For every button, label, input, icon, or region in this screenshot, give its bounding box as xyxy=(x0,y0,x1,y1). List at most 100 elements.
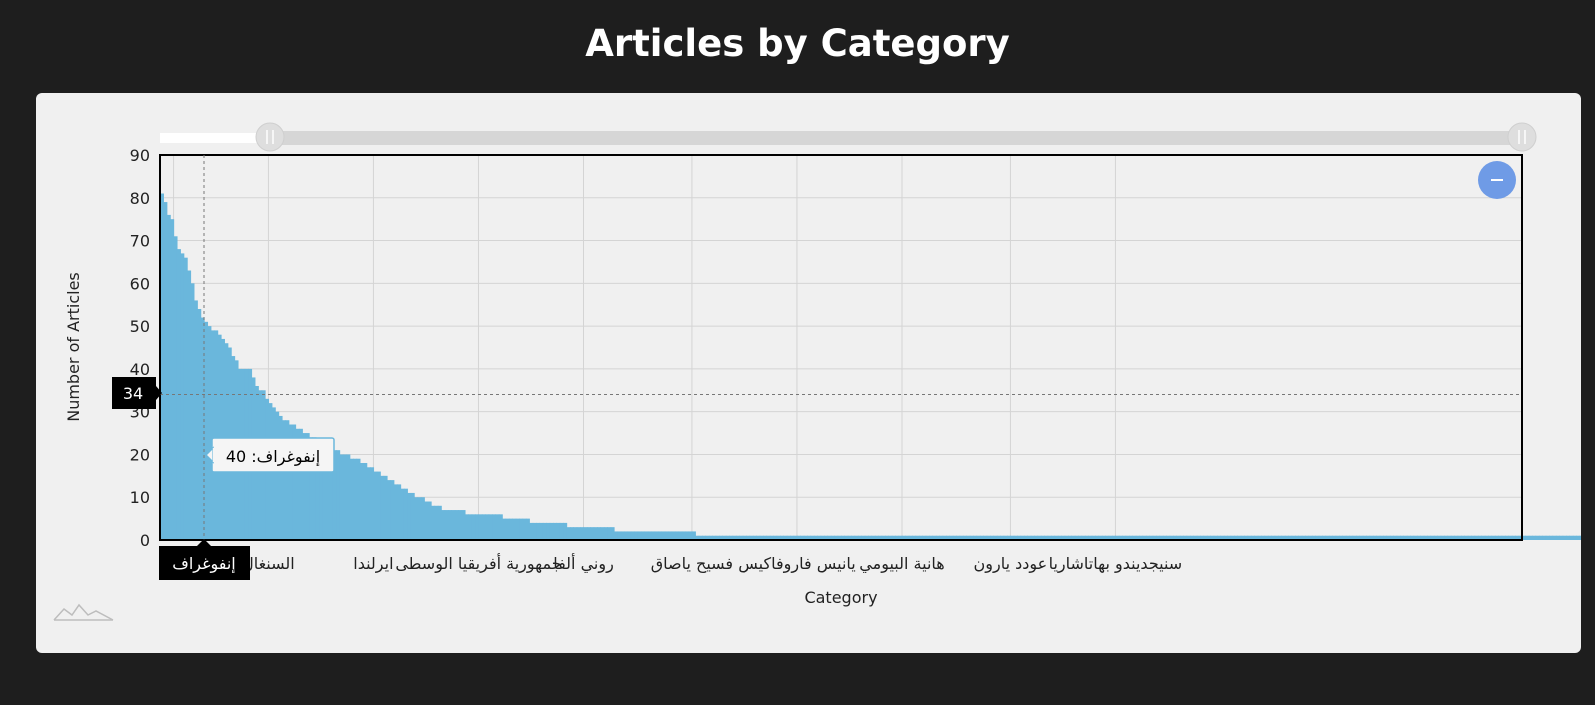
bar[interactable] xyxy=(542,522,547,540)
bar[interactable] xyxy=(1410,535,1415,540)
bar[interactable] xyxy=(505,518,510,540)
bar[interactable] xyxy=(1328,535,1333,540)
bar[interactable] xyxy=(1186,535,1191,540)
bar[interactable] xyxy=(654,531,659,540)
bar[interactable] xyxy=(756,535,761,540)
bar[interactable] xyxy=(1013,535,1018,540)
scroller-thumb[interactable] xyxy=(268,131,1523,145)
bar[interactable] xyxy=(1040,535,1045,540)
bar[interactable] xyxy=(1037,535,1042,540)
bar[interactable] xyxy=(661,531,666,540)
bar[interactable] xyxy=(1369,535,1374,540)
bar[interactable] xyxy=(810,535,815,540)
bar[interactable] xyxy=(949,535,954,540)
bar[interactable] xyxy=(1010,535,1015,540)
bar[interactable] xyxy=(1068,535,1072,540)
bar[interactable] xyxy=(1447,535,1452,540)
bar[interactable] xyxy=(671,531,676,540)
bar[interactable] xyxy=(319,441,324,540)
bar[interactable] xyxy=(1335,535,1340,540)
bar[interactable] xyxy=(370,467,375,540)
bar[interactable] xyxy=(901,535,906,540)
bar[interactable] xyxy=(732,535,737,540)
bar[interactable] xyxy=(1020,535,1025,540)
bar[interactable] xyxy=(285,420,290,540)
bar[interactable] xyxy=(1284,535,1289,540)
bar[interactable] xyxy=(1267,535,1272,540)
bar[interactable] xyxy=(288,424,293,541)
bar[interactable] xyxy=(170,219,175,541)
bar[interactable] xyxy=(1152,535,1157,540)
bar[interactable] xyxy=(363,463,368,540)
bar[interactable] xyxy=(898,535,903,540)
bar[interactable] xyxy=(163,202,168,540)
bar[interactable] xyxy=(1223,535,1228,540)
bar[interactable] xyxy=(1552,535,1557,540)
bar[interactable] xyxy=(1193,535,1198,540)
bar[interactable] xyxy=(627,531,632,540)
bar[interactable] xyxy=(1081,535,1086,540)
bar[interactable] xyxy=(1210,535,1215,540)
bar[interactable] xyxy=(854,535,859,540)
bar[interactable] xyxy=(373,471,378,540)
bar[interactable] xyxy=(678,531,683,540)
bar[interactable] xyxy=(993,535,998,540)
scroller-handle-right[interactable] xyxy=(1507,122,1537,152)
bar[interactable] xyxy=(1308,535,1313,540)
bar[interactable] xyxy=(800,535,805,540)
bar[interactable] xyxy=(1034,535,1039,540)
bar[interactable] xyxy=(790,535,795,540)
bar[interactable] xyxy=(1559,535,1564,540)
bar[interactable] xyxy=(1078,535,1083,540)
bar[interactable] xyxy=(841,535,845,540)
bar[interactable] xyxy=(651,531,656,540)
bar[interactable] xyxy=(349,458,354,540)
bar[interactable] xyxy=(813,535,818,540)
bar[interactable] xyxy=(1220,535,1225,540)
bar[interactable] xyxy=(915,535,920,540)
bar[interactable] xyxy=(986,535,991,540)
bar[interactable] xyxy=(590,527,595,540)
bar[interactable] xyxy=(793,535,798,540)
bar[interactable] xyxy=(681,531,686,540)
bar[interactable] xyxy=(1450,535,1455,540)
bar[interactable] xyxy=(532,522,537,540)
bar[interactable] xyxy=(1494,535,1499,540)
bar[interactable] xyxy=(278,415,283,540)
bar[interactable] xyxy=(464,514,469,540)
bar[interactable] xyxy=(390,480,395,540)
bar[interactable] xyxy=(1535,535,1540,540)
bar[interactable] xyxy=(400,488,405,540)
bar[interactable] xyxy=(393,484,398,540)
bar[interactable] xyxy=(830,535,835,540)
bar[interactable] xyxy=(1118,535,1123,540)
bar[interactable] xyxy=(1467,535,1472,540)
bar[interactable] xyxy=(695,535,700,540)
bar[interactable] xyxy=(1023,535,1028,540)
bar[interactable] xyxy=(1250,535,1255,540)
bar[interactable] xyxy=(458,510,463,540)
bar[interactable] xyxy=(485,514,490,540)
bar[interactable] xyxy=(1074,535,1079,540)
bar[interactable] xyxy=(908,535,913,540)
bar[interactable] xyxy=(702,535,707,540)
bar[interactable] xyxy=(187,270,192,541)
bar[interactable] xyxy=(1027,535,1032,540)
bar[interactable] xyxy=(1169,535,1174,540)
bar[interactable] xyxy=(407,492,412,540)
bar[interactable] xyxy=(1359,535,1364,540)
bar[interactable] xyxy=(1572,535,1577,540)
bar[interactable] xyxy=(637,531,642,540)
bar[interactable] xyxy=(437,505,442,540)
bar[interactable] xyxy=(353,458,358,540)
bar[interactable] xyxy=(1383,535,1388,540)
bar[interactable] xyxy=(312,437,317,540)
bar[interactable] xyxy=(1342,535,1347,540)
bar[interactable] xyxy=(1051,535,1056,540)
bar[interactable] xyxy=(1318,535,1323,540)
bar[interactable] xyxy=(705,535,710,540)
bar[interactable] xyxy=(576,527,581,540)
bar[interactable] xyxy=(918,535,923,540)
bar[interactable] xyxy=(973,535,978,540)
bar[interactable] xyxy=(1213,535,1218,540)
